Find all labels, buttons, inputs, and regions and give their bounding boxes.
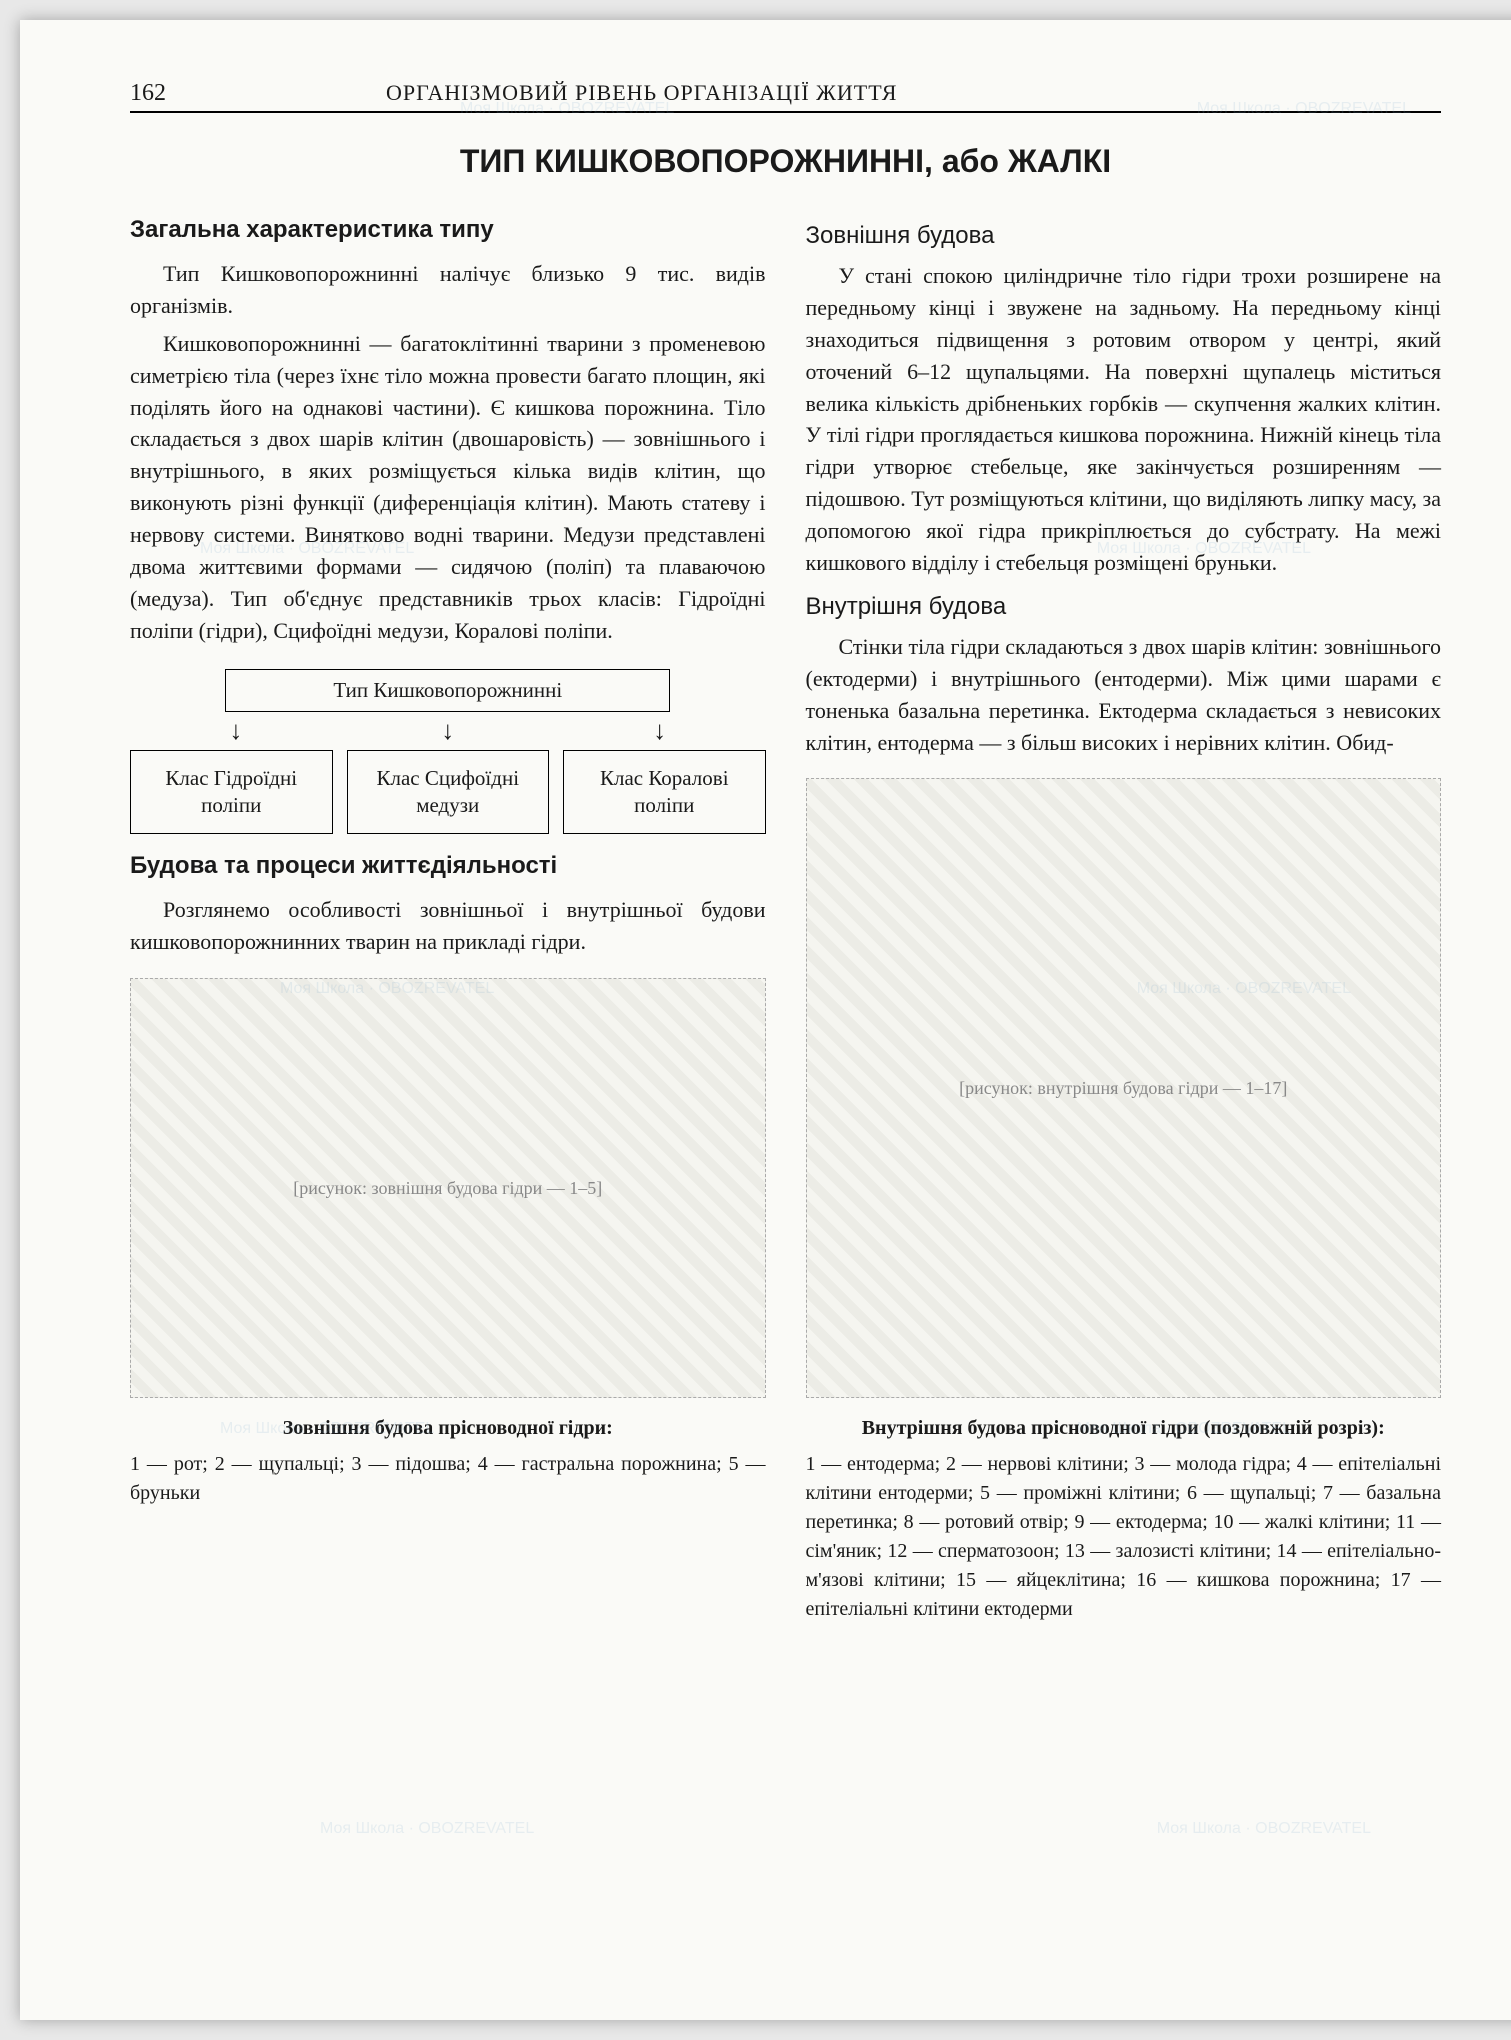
figure-image-placeholder: [рисунок: зовнішня будова гідри — 1–5] [130, 978, 766, 1398]
figure-external-hydra: [рисунок: зовнішня будова гідри — 1–5] З… [130, 978, 766, 1508]
page-title: ТИП КИШКОВОПОРОЖНИННІ, або ЖАЛКІ [130, 143, 1441, 180]
tree-leaf-box: Клас Гідроїдні поліпи [130, 750, 333, 835]
page-header: 162 ОРГАНІЗМОВИЙ РІВЕНЬ ОРГАНІЗАЦІЇ ЖИТТ… [130, 80, 1441, 113]
two-column-layout: Загальна характеристика типу Тип Кишково… [130, 208, 1441, 1624]
figure-caption-title: Зовнішня будова прісноводної гідри: [283, 1417, 613, 1439]
tree-leaf-box: Клас Сцифоїдні медузи [347, 750, 550, 835]
tree-root-box: Тип Кишковопорожнинні [225, 669, 670, 712]
watermark-text: Моя Школа · OBOZREVATEL [1157, 1820, 1371, 1838]
body-paragraph: Стінки тіла гідри складаються з двох шар… [806, 631, 1442, 759]
figure-caption: Внутрішня будова прісноводної гідри (поз… [806, 1414, 1442, 1442]
section-heading: Зовнішня будова [806, 222, 1442, 250]
figure-legend: 1 — рот; 2 — щупальці; 3 — підошва; 4 — … [130, 1450, 766, 1508]
figure-legend: 1 — ентодерма; 2 — нервові клітини; 3 — … [806, 1450, 1442, 1624]
section-heading: Будова та процеси життєдіяльності [130, 852, 766, 880]
tree-arrows-row: ↓ ↓ ↓ [130, 712, 766, 750]
body-paragraph: Розглянемо особливості зовнішньої і внут… [130, 894, 766, 958]
section-heading: Внутрішня будова [806, 593, 1442, 621]
tree-leaf-box: Клас Коралові поліпи [563, 750, 766, 835]
classification-tree: Тип Кишковопорожнинні ↓ ↓ ↓ Клас Гідроїд… [130, 669, 766, 835]
page-number: 162 [130, 80, 166, 107]
arrow-down-icon: ↓ [441, 716, 454, 746]
right-column: Зовнішня будова У стані спокою циліндрич… [806, 208, 1442, 1624]
figure-caption-title: Внутрішня будова прісноводної гідри (поз… [862, 1417, 1385, 1439]
textbook-page: 162 ОРГАНІЗМОВИЙ РІВЕНЬ ОРГАНІЗАЦІЇ ЖИТТ… [20, 20, 1511, 2020]
left-column: Загальна характеристика типу Тип Кишково… [130, 208, 766, 1624]
body-paragraph: Тип Кишковопорожнинні налічує близько 9 … [130, 258, 766, 322]
body-paragraph: У стані спокою циліндричне тіло гідри тр… [806, 260, 1442, 579]
figure-image-placeholder: [рисунок: внутрішня будова гідри — 1–17] [806, 778, 1442, 1398]
running-head: ОРГАНІЗМОВИЙ РІВЕНЬ ОРГАНІЗАЦІЇ ЖИТТЯ [386, 80, 897, 106]
watermark-text: Моя Школа · OBOZREVATEL [320, 1820, 534, 1838]
tree-leaf-row: Клас Гідроїдні поліпи Клас Сцифоїдні мед… [130, 750, 766, 835]
section-heading: Загальна характеристика типу [130, 216, 766, 244]
arrow-down-icon: ↓ [653, 716, 666, 746]
figure-caption: Зовнішня будова прісноводної гідри: [130, 1414, 766, 1442]
figure-internal-hydra: [рисунок: внутрішня будова гідри — 1–17]… [806, 778, 1442, 1624]
body-paragraph: Кишковопорожнинні — багатоклітинні твари… [130, 328, 766, 647]
arrow-down-icon: ↓ [229, 716, 242, 746]
